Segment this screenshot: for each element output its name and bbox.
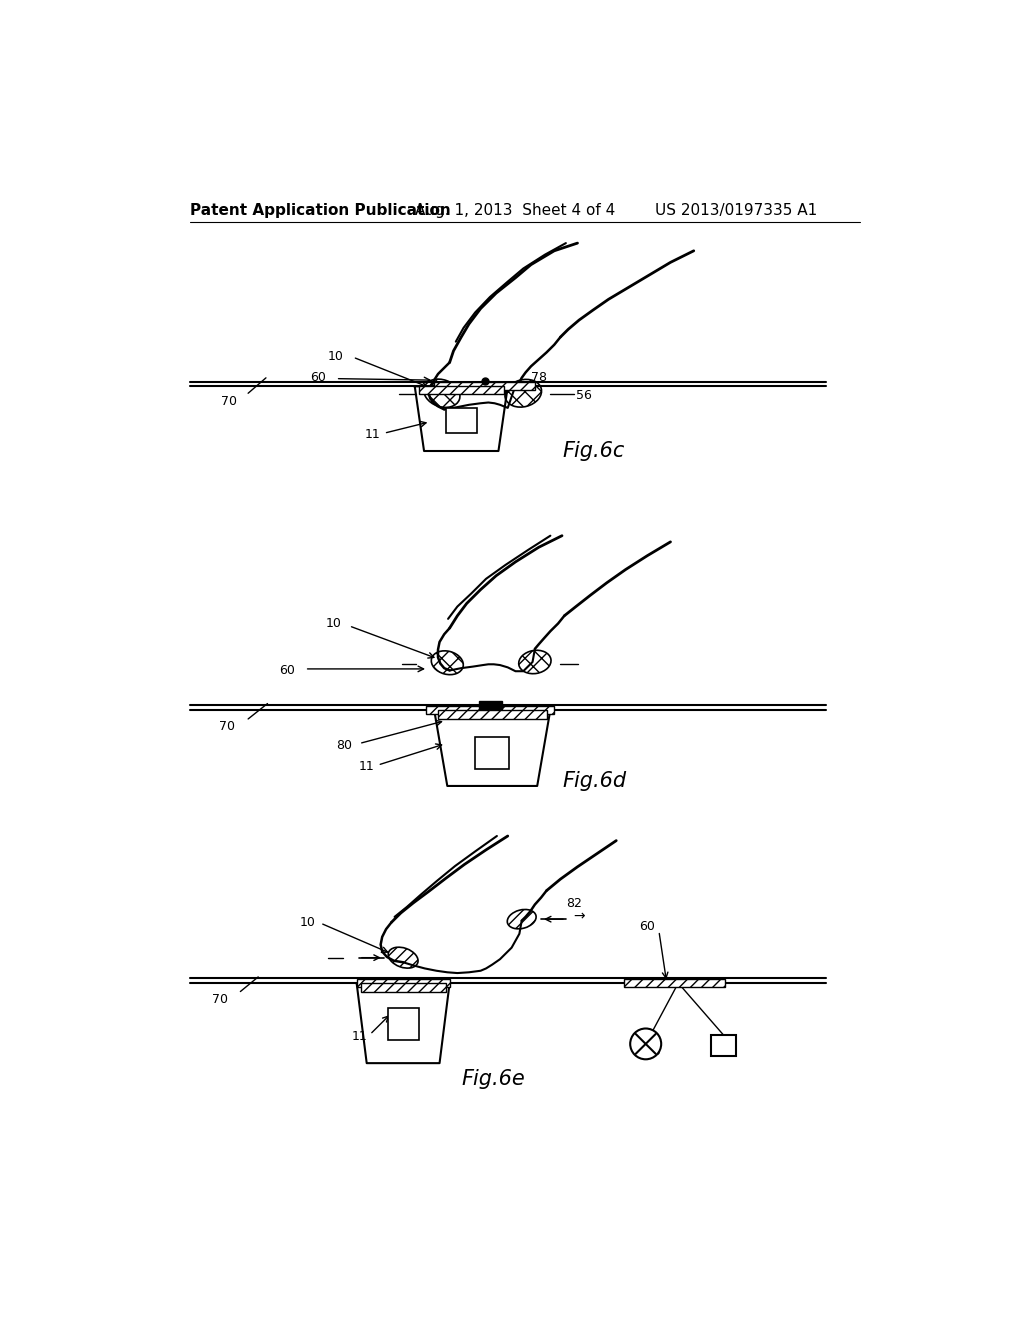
Text: 10: 10 xyxy=(326,616,341,630)
Bar xyxy=(356,979,450,987)
Text: 60: 60 xyxy=(310,371,326,384)
Text: 11: 11 xyxy=(366,428,381,441)
Text: 11: 11 xyxy=(359,760,375,774)
Text: 10: 10 xyxy=(328,350,344,363)
Ellipse shape xyxy=(431,651,463,675)
Bar xyxy=(624,979,725,987)
Text: US 2013/0197335 A1: US 2013/0197335 A1 xyxy=(655,203,817,218)
Bar xyxy=(360,983,445,993)
Bar xyxy=(434,383,535,391)
Text: 60: 60 xyxy=(280,664,295,677)
Text: 78: 78 xyxy=(531,371,547,384)
Bar xyxy=(475,737,509,770)
Text: 10: 10 xyxy=(300,916,316,929)
Bar xyxy=(426,706,554,714)
Text: Patent Application Publication: Patent Application Publication xyxy=(190,203,451,218)
Ellipse shape xyxy=(507,909,537,929)
Bar xyxy=(388,1007,419,1040)
Text: 70: 70 xyxy=(212,993,227,1006)
Bar xyxy=(711,1035,735,1056)
Text: 70: 70 xyxy=(221,395,237,408)
Text: 60: 60 xyxy=(640,920,655,933)
Text: 56: 56 xyxy=(575,389,592,403)
Bar xyxy=(419,387,504,395)
Ellipse shape xyxy=(519,651,551,673)
Ellipse shape xyxy=(505,379,542,407)
Text: 70: 70 xyxy=(219,721,236,733)
Text: 11: 11 xyxy=(351,1030,367,1043)
Bar xyxy=(438,710,547,719)
Text: 13: 13 xyxy=(646,1045,662,1059)
Ellipse shape xyxy=(388,948,418,968)
Text: Aug. 1, 2013  Sheet 4 of 4: Aug. 1, 2013 Sheet 4 of 4 xyxy=(415,203,615,218)
Ellipse shape xyxy=(424,379,460,408)
Circle shape xyxy=(630,1028,662,1059)
Text: Fig.6d: Fig.6d xyxy=(562,771,626,791)
Text: →: → xyxy=(573,909,586,924)
Text: Fig.6e: Fig.6e xyxy=(461,1069,525,1089)
Text: Fig.6c: Fig.6c xyxy=(562,441,625,461)
Text: 80: 80 xyxy=(336,739,351,751)
Text: 82: 82 xyxy=(566,898,582,911)
Bar xyxy=(479,701,503,710)
Bar xyxy=(445,408,477,433)
